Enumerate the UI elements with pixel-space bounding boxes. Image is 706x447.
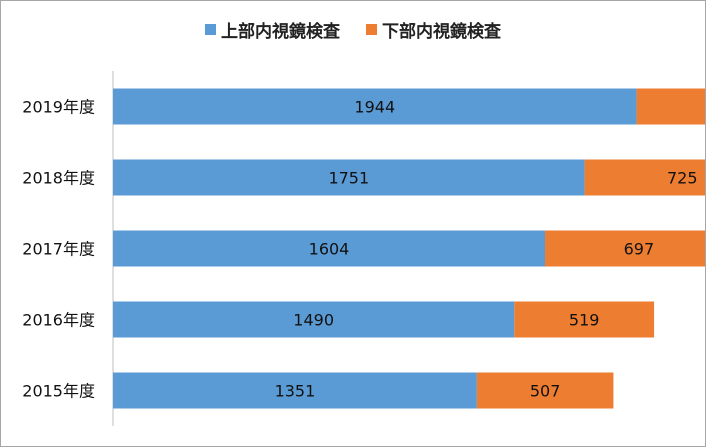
category-label: 2018年度 [22,169,95,188]
bars-group: 2019年度19448782018年度17517252017年度16046972… [22,88,705,409]
data-label: 725 [667,169,698,188]
bar-upper-endoscopy [113,88,637,125]
category-label: 2016年度 [22,311,95,330]
data-label: 1351 [275,382,316,401]
data-label: 1490 [293,311,334,330]
bar-lower-endoscopy [584,159,705,196]
bar-lower-endoscopy [636,88,705,125]
legend-label-lower: 下部内視鏡検査 [382,22,501,42]
category-label: 2017年度 [22,240,95,259]
legend-swatch-lower [366,24,377,35]
data-label: 697 [624,240,655,259]
bar-upper-endoscopy [113,372,477,409]
legend-label-upper: 上部内視鏡検査 [221,22,340,42]
bar-upper-endoscopy [113,159,585,196]
category-label: 2015年度 [22,382,95,401]
data-label: 519 [569,311,600,330]
legend-item-lower: 下部内視鏡検査 [366,17,501,42]
bar-upper-endoscopy [113,301,515,338]
legend: 上部内視鏡検査 下部内視鏡検査 [1,17,705,42]
data-label: 507 [530,382,561,401]
data-label: 1944 [354,98,395,117]
legend-item-upper: 上部内視鏡検査 [205,17,340,42]
bar-lower-endoscopy [514,301,655,338]
bar-upper-endoscopy [113,230,546,267]
legend-swatch-upper [205,24,216,35]
data-label: 1604 [309,240,350,259]
category-label: 2019年度 [22,98,95,117]
bar-lower-endoscopy [545,230,705,267]
data-label: 1751 [328,169,369,188]
bar-lower-endoscopy [476,372,614,409]
